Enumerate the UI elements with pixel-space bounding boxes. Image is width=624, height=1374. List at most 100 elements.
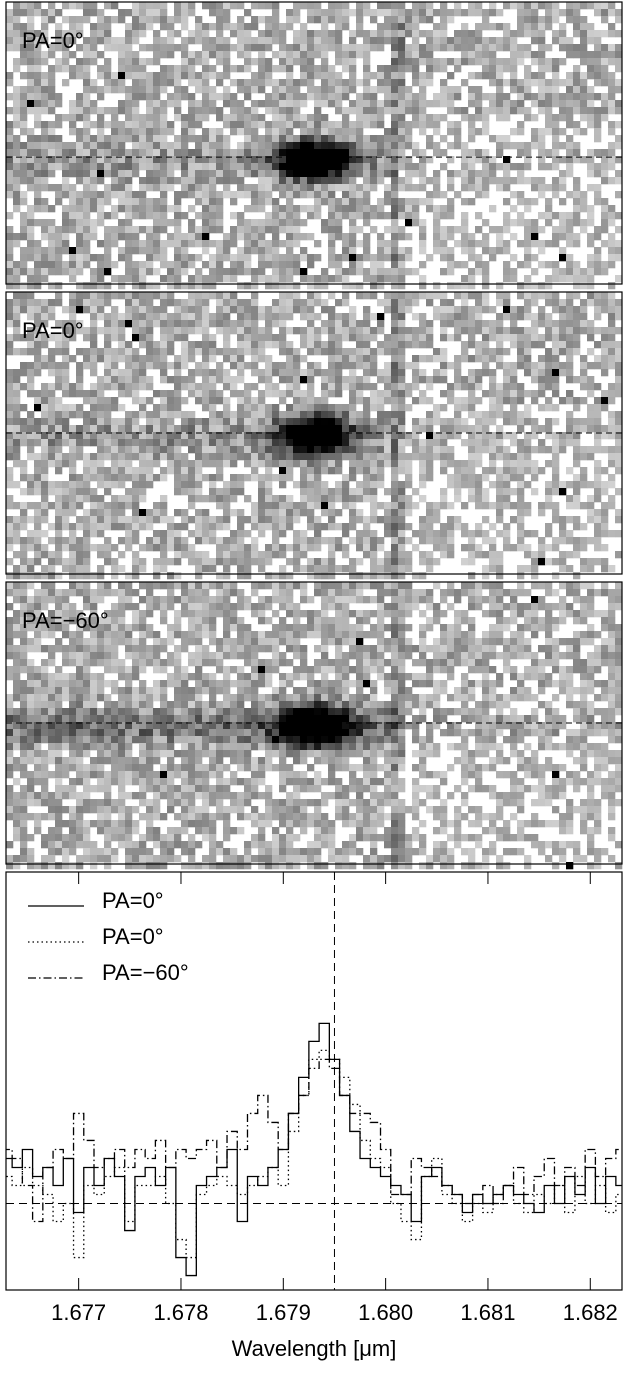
pixel	[482, 58, 490, 66]
pixel	[363, 121, 371, 129]
pixel	[454, 2, 462, 10]
pixel	[111, 467, 119, 475]
pixel	[174, 100, 182, 108]
pixel	[503, 390, 511, 398]
pixel	[461, 467, 469, 475]
pixel	[398, 226, 406, 234]
pixel	[76, 247, 84, 255]
pixel	[510, 177, 518, 185]
pixel	[524, 418, 532, 426]
pixel	[258, 72, 266, 80]
pixel	[251, 292, 259, 300]
pixel	[496, 432, 504, 440]
pixel	[111, 425, 119, 433]
pixel	[209, 383, 217, 391]
pixel	[62, 37, 70, 45]
pixel	[405, 268, 413, 276]
pixel	[20, 212, 28, 220]
pixel	[475, 495, 483, 503]
pixel	[587, 509, 595, 517]
pixel	[398, 65, 406, 73]
pixel	[580, 93, 588, 101]
pixel	[405, 163, 413, 171]
pixel	[412, 107, 420, 115]
pixel	[174, 240, 182, 248]
pixel	[391, 446, 399, 454]
pixel	[426, 439, 434, 447]
pixel	[545, 418, 553, 426]
pixel	[538, 51, 546, 59]
pixel	[216, 446, 224, 454]
pixel	[244, 411, 252, 419]
pixel	[587, 156, 595, 164]
pixel	[538, 79, 546, 87]
pixel	[594, 481, 602, 489]
pixel	[223, 334, 231, 342]
pixel	[524, 390, 532, 398]
pixel	[531, 58, 539, 66]
pixel	[300, 93, 308, 101]
pixel	[475, 86, 483, 94]
pixel	[356, 327, 364, 335]
pixel	[195, 320, 203, 328]
pixel	[258, 163, 266, 171]
pixel	[76, 411, 84, 419]
pixel	[48, 481, 56, 489]
pixel	[363, 383, 371, 391]
pixel	[48, 523, 56, 531]
pixel	[293, 404, 301, 412]
pixel	[405, 292, 413, 300]
pixel	[132, 446, 140, 454]
pixel	[104, 355, 112, 363]
pixel	[573, 481, 581, 489]
pixel	[258, 334, 266, 342]
pixel	[118, 79, 126, 87]
pixel	[265, 142, 273, 150]
pixel	[279, 474, 287, 482]
pixel	[13, 100, 21, 108]
pixel	[83, 156, 91, 164]
pixel	[447, 516, 455, 524]
pixel	[13, 149, 21, 157]
pixel	[517, 467, 525, 475]
pixel	[216, 453, 224, 461]
pixel	[90, 163, 98, 171]
pixel	[545, 502, 553, 510]
pixel	[104, 474, 112, 482]
pixel	[517, 397, 525, 405]
pixel	[216, 128, 224, 136]
pixel	[510, 51, 518, 59]
pixel	[41, 254, 49, 262]
pixel	[188, 516, 196, 524]
pixel	[146, 523, 154, 531]
pixel	[111, 516, 119, 524]
pixel	[538, 240, 546, 248]
pixel	[489, 348, 497, 356]
pixel	[265, 341, 273, 349]
pixel	[265, 460, 273, 468]
pixel	[601, 404, 609, 412]
pixel	[209, 341, 217, 349]
pixel	[524, 439, 532, 447]
pixel	[300, 411, 308, 419]
pixel	[335, 149, 343, 157]
pixel	[300, 341, 308, 349]
pixel	[286, 411, 294, 419]
pixel	[391, 282, 399, 290]
pixel	[223, 509, 231, 517]
pixel	[524, 341, 532, 349]
pixel	[258, 58, 266, 66]
pixel	[307, 411, 315, 419]
pixel	[573, 79, 581, 87]
pixel	[405, 58, 413, 66]
pixel	[27, 481, 35, 489]
pixel	[412, 114, 420, 122]
pixel	[125, 37, 133, 45]
pixel	[580, 313, 588, 321]
pixel	[524, 72, 532, 80]
pixel	[174, 432, 182, 440]
pixel	[601, 93, 609, 101]
pixel	[559, 177, 567, 185]
pixel	[468, 135, 476, 143]
pixel	[384, 453, 392, 461]
